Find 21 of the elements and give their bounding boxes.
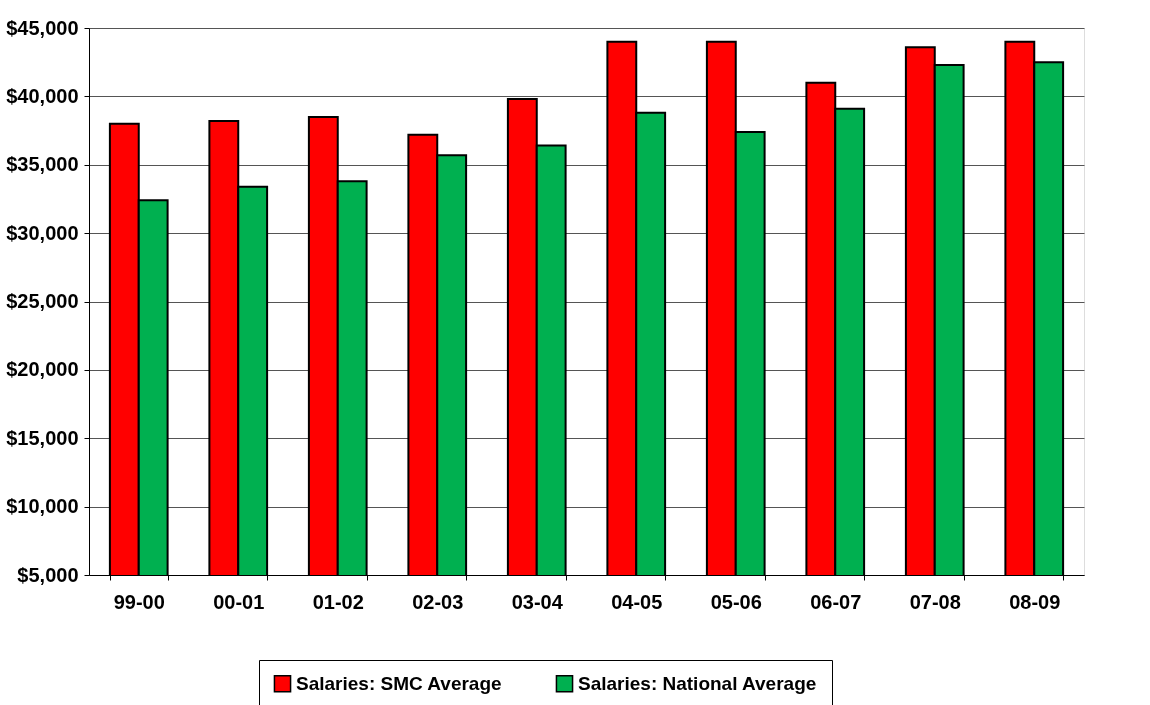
y-tick-label: $15,000	[6, 426, 79, 449]
legend-label: Salaries: SMC Average	[296, 672, 502, 694]
y-tick-label: $45,000	[6, 16, 79, 39]
y-tick-label: $5,000	[17, 563, 79, 586]
y-tick-label: $40,000	[6, 84, 79, 107]
x-tick-label: 04-05	[611, 590, 663, 613]
y-tick-label: $10,000	[6, 495, 79, 518]
x-tick-label: 06-07	[810, 590, 862, 613]
y-tick-label: $20,000	[6, 358, 79, 381]
x-tick-label: 03-04	[511, 590, 564, 613]
y-tick-label: $30,000	[6, 221, 79, 244]
legend-label: Salaries: National Average	[578, 672, 817, 694]
x-tick-label: 05-06	[710, 590, 762, 613]
x-tick-label: 99-00	[113, 590, 165, 613]
x-tick-label: 08-09	[1009, 590, 1061, 613]
x-tick-label: 01-02	[312, 590, 364, 613]
x-tick-label: 07-08	[909, 590, 961, 613]
x-tick-label: 02-03	[412, 590, 464, 613]
x-tick-label: 00-01	[213, 590, 265, 613]
y-tick-label: $25,000	[6, 290, 79, 312]
y-tick-label: $35,000	[6, 153, 79, 176]
